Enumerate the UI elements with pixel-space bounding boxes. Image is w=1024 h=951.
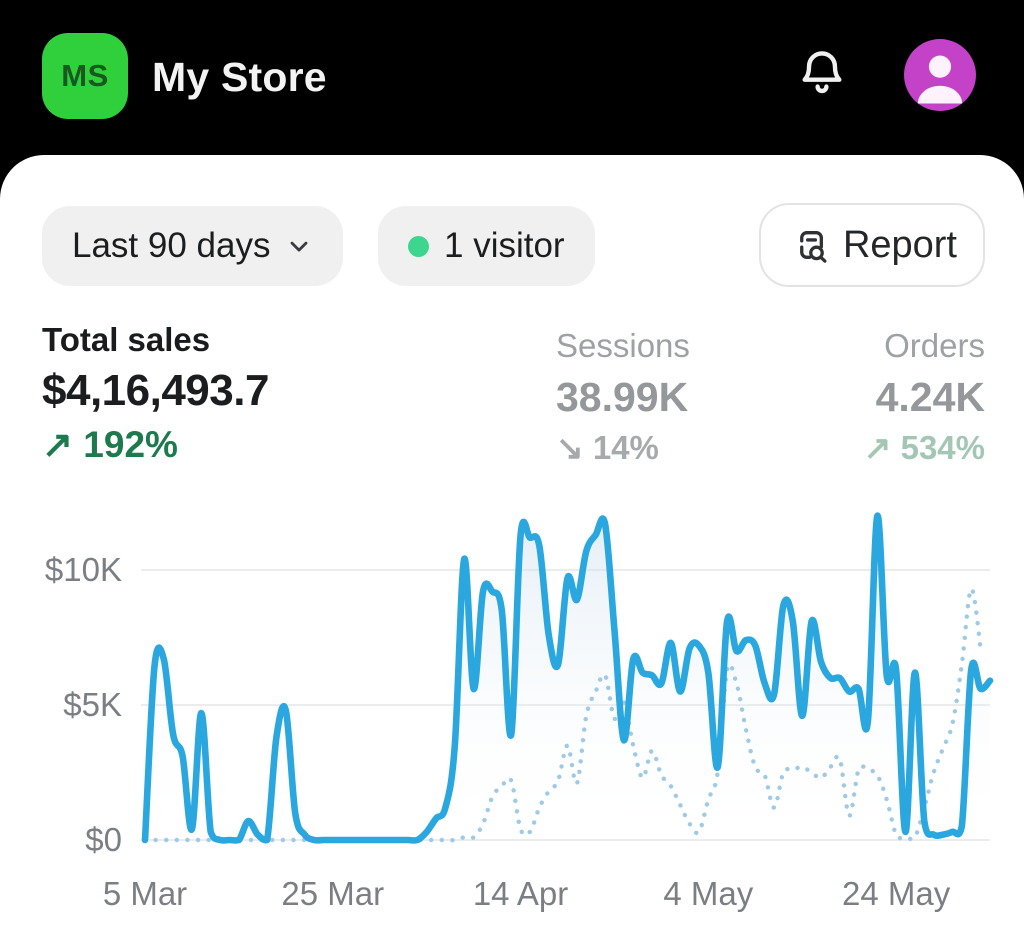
notifications-button[interactable]: [794, 46, 850, 106]
metric-orders[interactable]: Orders 4.24K ↗ 534%: [864, 327, 985, 467]
live-visitor-dot: [408, 235, 429, 257]
report-label: Report: [842, 223, 957, 266]
orders-label: Orders: [884, 327, 985, 364]
date-range-selector[interactable]: Last 90 days: [42, 206, 344, 286]
metric-total-sales[interactable]: Total sales $4,16,493.7 ↗ 192%: [42, 321, 269, 466]
sessions-delta: ↘ 14%: [556, 429, 659, 467]
store-initials: MS: [61, 58, 109, 93]
orders-value: 4.24K: [875, 374, 985, 420]
chevron-down-icon: [291, 241, 308, 252]
total-sales-value: $4,16,493.7: [42, 366, 269, 415]
orders-delta: ↗ 534%: [863, 429, 985, 467]
sessions-value: 38.99K: [556, 374, 689, 420]
bell-icon: [802, 51, 842, 94]
user-icon: [917, 55, 963, 104]
page-title: My Store: [152, 54, 327, 100]
arrow-up-right-icon: ↗: [863, 429, 892, 467]
store-logo[interactable]: MS: [42, 33, 128, 119]
user-avatar[interactable]: [904, 39, 976, 111]
live-visitors-pill[interactable]: 1 visitor: [378, 206, 595, 286]
live-visitors-label: 1 visitor: [444, 226, 565, 265]
arrow-down-right-icon: ↘: [556, 429, 584, 467]
report-search-icon: [800, 231, 827, 263]
report-button[interactable]: Report: [758, 203, 985, 287]
app-header: MS My Store: [0, 0, 1024, 155]
total-sales-delta: ↗ 192%: [42, 424, 178, 466]
arrow-up-right-icon: ↗: [42, 424, 74, 466]
sessions-label: Sessions: [556, 327, 690, 364]
date-range-label: Last 90 days: [72, 226, 271, 265]
analytics-card: Last 90 days 1 visitor Report Total sale…: [0, 155, 1024, 951]
metric-sessions[interactable]: Sessions 38.99K ↘ 14%: [556, 327, 690, 467]
total-sales-label: Total sales: [42, 321, 211, 358]
